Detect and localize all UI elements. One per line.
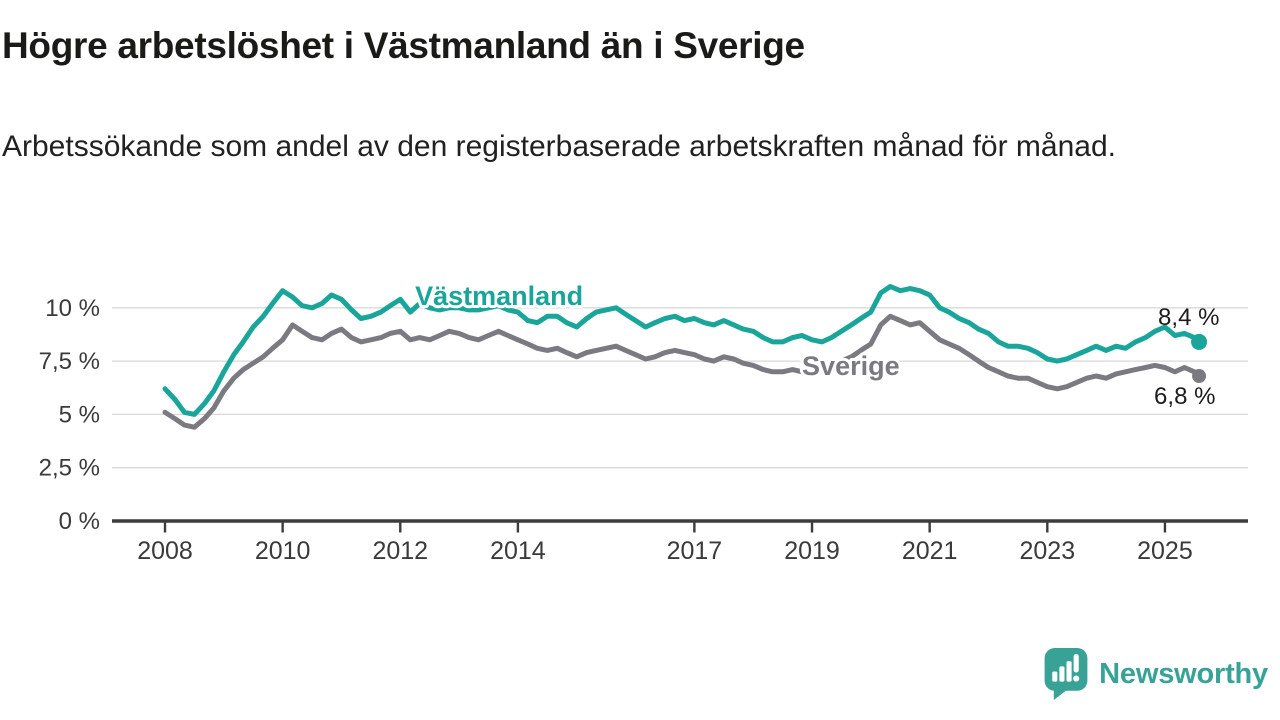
y-tick-label-10: 10 % xyxy=(45,295,100,322)
page-subtitle: Arbetssökande som andel av den registerb… xyxy=(2,130,1116,163)
x-tick-label-2025: 2025 xyxy=(1137,537,1193,565)
x-tick-label-2019: 2019 xyxy=(784,537,840,565)
series-end-dot-sverige xyxy=(1192,369,1207,384)
y-tick-label-2.5: 2,5 % xyxy=(39,455,100,482)
x-tick-label-2014: 2014 xyxy=(490,537,546,565)
y-tick-label-5: 5 % xyxy=(59,401,100,428)
x-tick-label-2008: 2008 xyxy=(137,537,193,565)
y-tick-label-0: 0 % xyxy=(59,508,100,535)
brand-name: Newsworthy xyxy=(1099,658,1268,690)
newsworthy-logo-icon xyxy=(1044,648,1088,700)
x-tick-label-2017: 2017 xyxy=(667,537,723,565)
x-tick-label-2012: 2012 xyxy=(372,537,428,565)
series-line-vastmanland xyxy=(162,284,1202,417)
series-inline-label-vastmanland: Västmanland xyxy=(415,281,583,311)
series-line-sverige xyxy=(162,313,1202,430)
series-inline-label-sverige: Sverige xyxy=(802,351,900,381)
y-tick-label-7.5: 7,5 % xyxy=(39,348,100,375)
series-end-label-vastmanland: 8,4 % xyxy=(1158,304,1219,331)
x-tick-label-2021: 2021 xyxy=(902,537,958,565)
series-end-dot-vastmanland xyxy=(1191,333,1208,350)
x-tick-label-2010: 2010 xyxy=(255,537,311,565)
page-title: Högre arbetslöshet i Västmanland än i Sv… xyxy=(2,25,805,66)
x-tick-label-2023: 2023 xyxy=(1019,537,1075,565)
brand-footer: Newsworthy xyxy=(1043,648,1268,701)
series-end-label-sverige: 6,8 % xyxy=(1154,383,1215,410)
